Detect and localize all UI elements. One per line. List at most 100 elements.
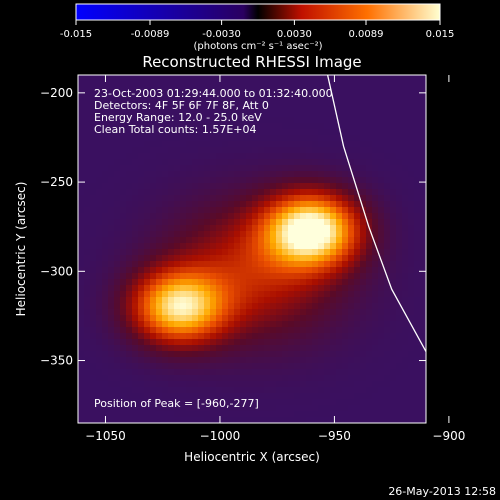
heatmap-cell xyxy=(336,201,343,208)
heatmap-cell xyxy=(306,129,313,136)
heatmap-cell xyxy=(258,261,265,268)
heatmap-cell xyxy=(258,225,265,232)
heatmap-cell xyxy=(282,405,289,412)
heatmap-cell xyxy=(96,375,103,382)
heatmap-cell xyxy=(114,93,121,100)
heatmap-cell xyxy=(312,153,319,160)
colorbar-tick-label: -0.0030 xyxy=(202,29,241,40)
heatmap-cell xyxy=(312,219,319,226)
heatmap-cell xyxy=(90,291,97,298)
heatmap-cell xyxy=(324,309,331,316)
heatmap-cell xyxy=(372,75,379,82)
heatmap-cell xyxy=(174,225,181,232)
heatmap-cell xyxy=(228,417,235,423)
heatmap-cell xyxy=(192,297,199,304)
heatmap-cell xyxy=(210,135,217,142)
heatmap-cell xyxy=(186,207,193,214)
heatmap-cell xyxy=(360,411,367,418)
heatmap-cell xyxy=(264,117,271,124)
heatmap-cell xyxy=(108,195,115,202)
heatmap-cell xyxy=(414,291,421,298)
heatmap-cell xyxy=(162,219,169,226)
heatmap-cell xyxy=(324,213,331,220)
heatmap-cell xyxy=(390,417,397,423)
heatmap-cell xyxy=(396,399,403,406)
heatmap-cell xyxy=(372,129,379,136)
heatmap-cell xyxy=(384,135,391,142)
heatmap-cell xyxy=(126,99,133,106)
heatmap-cell xyxy=(354,201,361,208)
heatmap-cell xyxy=(294,285,301,292)
heatmap-cell xyxy=(132,177,139,184)
heatmap-cell xyxy=(300,177,307,184)
heatmap-cell xyxy=(408,345,415,352)
heatmap-cell xyxy=(234,417,241,423)
heatmap-cell xyxy=(150,291,157,298)
heatmap-cell xyxy=(96,405,103,412)
heatmap-cell xyxy=(336,105,343,112)
heatmap-cell xyxy=(246,117,253,124)
heatmap-cell xyxy=(96,207,103,214)
heatmap-cell xyxy=(90,339,97,346)
heatmap-cell xyxy=(138,117,145,124)
heatmap-cell xyxy=(210,267,217,274)
heatmap-cell xyxy=(354,105,361,112)
heatmap-cell xyxy=(324,291,331,298)
heatmap-cell xyxy=(372,231,379,238)
heatmap-cell xyxy=(414,417,421,423)
heatmap-cell xyxy=(312,237,319,244)
heatmap-cell xyxy=(306,333,313,340)
heatmap-cell xyxy=(102,315,109,322)
heatmap-cell xyxy=(210,243,217,250)
heatmap-cell xyxy=(84,171,91,178)
heatmap-cell xyxy=(222,225,229,232)
heatmap-cell xyxy=(360,393,367,400)
heatmap-cell xyxy=(258,105,265,112)
heatmap-cell xyxy=(408,177,415,184)
heatmap-cell xyxy=(390,375,397,382)
heatmap-cell xyxy=(180,105,187,112)
heatmap-cell xyxy=(138,171,145,178)
heatmap-cell xyxy=(396,417,403,423)
heatmap-cell xyxy=(288,201,295,208)
heatmap-cell xyxy=(264,165,271,172)
heatmap-cell xyxy=(288,141,295,148)
heatmap-cell xyxy=(270,261,277,268)
heatmap-cell xyxy=(102,159,109,166)
heatmap-cell xyxy=(168,141,175,148)
heatmap-cell xyxy=(78,195,85,202)
heatmap-cell xyxy=(132,303,139,310)
heatmap-cell xyxy=(420,129,426,136)
heatmap-cell xyxy=(378,369,385,376)
heatmap-cell xyxy=(252,411,259,418)
heatmap-cell xyxy=(150,339,157,346)
heatmap-cell xyxy=(360,183,367,190)
heatmap-cell xyxy=(96,123,103,130)
heatmap-cell xyxy=(360,387,367,394)
heatmap-cell xyxy=(414,267,421,274)
heatmap-cell xyxy=(282,369,289,376)
heatmap-cell xyxy=(156,129,163,136)
heatmap-cell xyxy=(366,267,373,274)
heatmap-cell xyxy=(126,237,133,244)
heatmap-cell xyxy=(156,327,163,334)
heatmap-cell xyxy=(324,273,331,280)
heatmap-cell xyxy=(330,351,337,358)
heatmap-cell xyxy=(78,291,85,298)
heatmap-cell xyxy=(288,207,295,214)
heatmap-cell xyxy=(204,303,211,310)
heatmap-cell xyxy=(102,243,109,250)
heatmap-cell xyxy=(138,261,145,268)
heatmap-cell xyxy=(162,117,169,124)
heatmap-cell xyxy=(162,195,169,202)
heatmap-cell xyxy=(360,261,367,268)
heatmap-cell xyxy=(390,99,397,106)
heatmap-cell xyxy=(348,207,355,214)
heatmap-cell xyxy=(348,381,355,388)
heatmap-cell xyxy=(156,375,163,382)
heatmap-cell xyxy=(174,255,181,262)
heatmap-cell xyxy=(408,231,415,238)
heatmap-cell xyxy=(366,177,373,184)
heatmap-cell xyxy=(342,207,349,214)
y-tick-label: −350 xyxy=(40,354,73,368)
